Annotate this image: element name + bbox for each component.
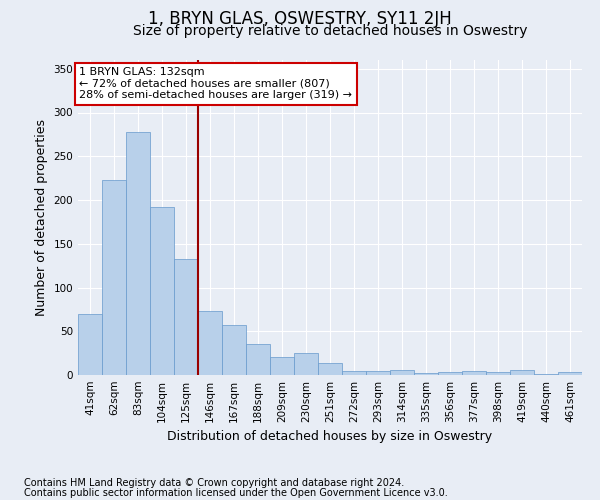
- Bar: [222, 325, 246, 375]
- Title: Size of property relative to detached houses in Oswestry: Size of property relative to detached ho…: [133, 24, 527, 38]
- Bar: [366, 370, 390, 375]
- Bar: [174, 258, 198, 375]
- Text: Contains HM Land Registry data © Crown copyright and database right 2024.: Contains HM Land Registry data © Crown c…: [24, 478, 404, 488]
- Bar: [246, 344, 270, 375]
- X-axis label: Distribution of detached houses by size in Oswestry: Distribution of detached houses by size …: [167, 430, 493, 444]
- Bar: [198, 311, 222, 375]
- Y-axis label: Number of detached properties: Number of detached properties: [35, 119, 48, 316]
- Text: Contains public sector information licensed under the Open Government Licence v3: Contains public sector information licen…: [24, 488, 448, 498]
- Bar: [390, 370, 414, 375]
- Bar: [342, 370, 366, 375]
- Text: 1 BRYN GLAS: 132sqm
← 72% of detached houses are smaller (807)
28% of semi-detac: 1 BRYN GLAS: 132sqm ← 72% of detached ho…: [79, 67, 352, 100]
- Bar: [558, 372, 582, 375]
- Bar: [102, 180, 126, 375]
- Bar: [486, 372, 510, 375]
- Bar: [438, 372, 462, 375]
- Text: 1, BRYN GLAS, OSWESTRY, SY11 2JH: 1, BRYN GLAS, OSWESTRY, SY11 2JH: [148, 10, 452, 28]
- Bar: [534, 374, 558, 375]
- Bar: [270, 356, 294, 375]
- Bar: [294, 353, 318, 375]
- Bar: [126, 132, 150, 375]
- Bar: [510, 370, 534, 375]
- Bar: [78, 314, 102, 375]
- Bar: [462, 370, 486, 375]
- Bar: [150, 207, 174, 375]
- Bar: [414, 373, 438, 375]
- Bar: [318, 363, 342, 375]
